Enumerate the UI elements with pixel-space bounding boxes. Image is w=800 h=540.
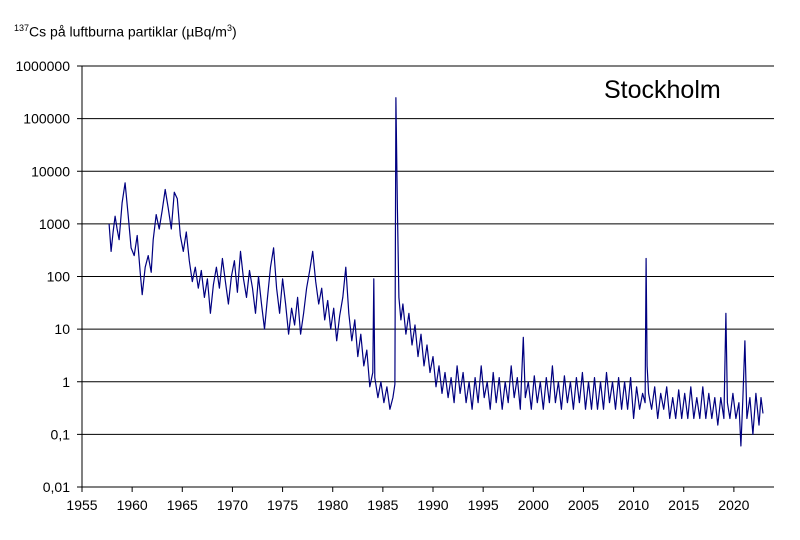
x-tick-label: 1990 <box>417 497 448 513</box>
y-tick-label: 0,01 <box>43 479 70 495</box>
x-tick-label: 2000 <box>518 497 549 513</box>
series-line <box>108 97 764 447</box>
y-tick-label: 0,1 <box>51 426 71 442</box>
chart-annotation-location: Stockholm <box>604 76 721 104</box>
y-axis: 1000000 100000 10000 1000 100 10 1 0,1 0,01 <box>15 58 82 495</box>
grid-lines <box>82 65 774 435</box>
y-axis-title-text: Cs på luftburna partiklar (µBq/m <box>29 23 227 40</box>
x-tick-label: 1955 <box>66 497 97 513</box>
y-axis-title-close: ) <box>231 23 237 40</box>
x-tick-label: 1980 <box>317 497 348 513</box>
y-tick-label: 100000 <box>23 111 70 127</box>
y-axis-title-isotope: 137 <box>14 23 30 33</box>
series-layer <box>108 97 764 447</box>
x-tick-label: 1995 <box>468 497 499 513</box>
x-tick-label: 1965 <box>167 497 198 513</box>
x-tick-label: 2015 <box>668 497 699 513</box>
x-tick-label: 2010 <box>618 497 649 513</box>
x-tick-label: 2005 <box>568 497 599 513</box>
x-tick-label: 1960 <box>117 497 148 513</box>
x-tick-label: 2020 <box>718 497 749 513</box>
y-tick-label: 1000 <box>39 216 70 232</box>
x-axis: 1955 1960 1965 1970 1975 1980 1985 1990 1995 2000… <box>66 487 750 513</box>
x-tick-label: 1975 <box>267 497 298 513</box>
y-tick-label: 100 <box>47 269 71 285</box>
y-tick-label: 10000 <box>31 163 70 179</box>
x-tick-label: 1970 <box>217 497 248 513</box>
y-axis-title-unit-exponent: 3 <box>226 23 232 33</box>
y-tick-label: 1000000 <box>15 58 70 74</box>
y-axis-title: 137Cs på luftburna partiklar (µBq/m3) <box>14 23 237 40</box>
y-tick-label: 1 <box>62 374 70 390</box>
x-tick-label: 1985 <box>367 497 398 513</box>
y-tick-label: 10 <box>54 321 70 337</box>
